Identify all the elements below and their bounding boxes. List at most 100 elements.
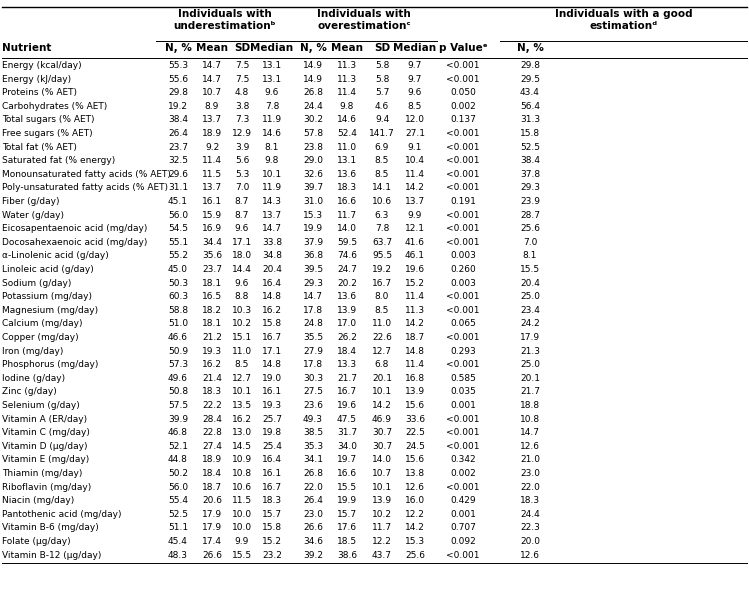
Text: N, %: N, % (165, 43, 192, 53)
Text: 30.7: 30.7 (372, 428, 392, 437)
Text: 34.4: 34.4 (202, 238, 222, 247)
Text: 12.9: 12.9 (232, 129, 252, 138)
Text: 26.6: 26.6 (202, 551, 222, 559)
Text: 32.5: 32.5 (168, 156, 188, 165)
Text: 19.2: 19.2 (372, 265, 392, 274)
Text: 10.1: 10.1 (372, 387, 392, 396)
Text: 13.5: 13.5 (232, 401, 252, 410)
Text: 44.8: 44.8 (168, 455, 188, 464)
Text: 23.4: 23.4 (520, 306, 540, 315)
Text: Saturated fat (% energy): Saturated fat (% energy) (2, 156, 115, 165)
Text: 57.8: 57.8 (303, 129, 323, 138)
Text: 13.9: 13.9 (405, 387, 425, 396)
Text: 12.6: 12.6 (405, 483, 425, 492)
Text: 28.7: 28.7 (520, 211, 540, 220)
Text: 11.4: 11.4 (405, 360, 425, 369)
Text: 14.2: 14.2 (405, 184, 425, 193)
Text: Individuals with
underestimationᵇ: Individuals with underestimationᵇ (174, 9, 276, 31)
Text: 18.8: 18.8 (520, 401, 540, 410)
Text: 22.3: 22.3 (520, 524, 540, 532)
Text: 14.7: 14.7 (202, 75, 222, 83)
Text: Monounsaturated fatty acids (% AET): Monounsaturated fatty acids (% AET) (2, 170, 171, 179)
Text: 41.6: 41.6 (405, 238, 425, 247)
Text: 0.035: 0.035 (450, 387, 476, 396)
Text: 15.6: 15.6 (405, 455, 425, 464)
Text: 13.3: 13.3 (337, 360, 357, 369)
Text: 51.0: 51.0 (168, 320, 188, 329)
Text: 8.1: 8.1 (523, 251, 537, 260)
Text: 15.6: 15.6 (405, 401, 425, 410)
Text: 39.7: 39.7 (303, 184, 323, 193)
Text: 46.8: 46.8 (168, 428, 188, 437)
Text: 55.4: 55.4 (168, 496, 188, 505)
Text: 45.1: 45.1 (168, 197, 188, 206)
Text: 52.5: 52.5 (520, 143, 540, 152)
Text: 31.3: 31.3 (520, 115, 540, 124)
Text: 11.3: 11.3 (337, 75, 357, 83)
Text: Nutrient: Nutrient (2, 43, 52, 53)
Text: Free sugars (% AET): Free sugars (% AET) (2, 129, 93, 138)
Text: 24.4: 24.4 (303, 102, 323, 111)
Text: 0.260: 0.260 (450, 265, 476, 274)
Text: 58.8: 58.8 (168, 306, 188, 315)
Text: 15.3: 15.3 (405, 537, 425, 546)
Text: 7.0: 7.0 (523, 238, 537, 247)
Text: 3.9: 3.9 (235, 143, 249, 152)
Text: 6.8: 6.8 (374, 360, 389, 369)
Text: 55.6: 55.6 (168, 75, 188, 83)
Text: 18.1: 18.1 (202, 278, 222, 288)
Text: <0.001: <0.001 (446, 483, 480, 492)
Text: Vitamin B-12 (μg/day): Vitamin B-12 (μg/day) (2, 551, 101, 559)
Text: 60.3: 60.3 (168, 292, 188, 301)
Text: 43.7: 43.7 (372, 551, 392, 559)
Text: 14.2: 14.2 (405, 524, 425, 532)
Text: 6.9: 6.9 (374, 143, 389, 152)
Text: 29.3: 29.3 (520, 184, 540, 193)
Text: 15.9: 15.9 (202, 211, 222, 220)
Text: 17.4: 17.4 (202, 537, 222, 546)
Text: 20.6: 20.6 (202, 496, 222, 505)
Text: 24.7: 24.7 (337, 265, 357, 274)
Text: 18.5: 18.5 (337, 537, 357, 546)
Text: 20.4: 20.4 (262, 265, 282, 274)
Text: Poly-unsaturated fatty acids (% AET): Poly-unsaturated fatty acids (% AET) (2, 184, 168, 193)
Text: 15.5: 15.5 (337, 483, 357, 492)
Text: 10.2: 10.2 (372, 510, 392, 519)
Text: 29.8: 29.8 (168, 88, 188, 97)
Text: 10.8: 10.8 (520, 414, 540, 423)
Text: 16.1: 16.1 (262, 469, 282, 478)
Text: 22.0: 22.0 (520, 483, 540, 492)
Text: 15.8: 15.8 (262, 524, 282, 532)
Text: 15.7: 15.7 (337, 510, 357, 519)
Text: 31.1: 31.1 (168, 184, 188, 193)
Text: 14.6: 14.6 (337, 115, 357, 124)
Text: 14.3: 14.3 (262, 197, 282, 206)
Text: <0.001: <0.001 (446, 442, 480, 451)
Text: 10.6: 10.6 (232, 483, 252, 492)
Text: 27.4: 27.4 (202, 442, 222, 451)
Text: 18.1: 18.1 (202, 320, 222, 329)
Text: 14.1: 14.1 (372, 184, 392, 193)
Text: 23.7: 23.7 (168, 143, 188, 152)
Text: Total sugars (% AET): Total sugars (% AET) (2, 115, 94, 124)
Text: 141.7: 141.7 (369, 129, 395, 138)
Text: 11.9: 11.9 (262, 184, 282, 193)
Text: 52.5: 52.5 (168, 510, 188, 519)
Text: 13.9: 13.9 (337, 306, 357, 315)
Text: 20.1: 20.1 (520, 374, 540, 383)
Text: Individuals with a good
estimationᵈ: Individuals with a good estimationᵈ (555, 9, 692, 31)
Text: 15.5: 15.5 (520, 265, 540, 274)
Text: 13.0: 13.0 (232, 428, 252, 437)
Text: 3.8: 3.8 (235, 102, 249, 111)
Text: 23.2: 23.2 (262, 551, 282, 559)
Text: 59.5: 59.5 (337, 238, 357, 247)
Text: 13.8: 13.8 (405, 469, 425, 478)
Text: 9.8: 9.8 (265, 156, 279, 165)
Text: Folate (μg/day): Folate (μg/day) (2, 537, 70, 546)
Text: 11.7: 11.7 (337, 211, 357, 220)
Text: 16.8: 16.8 (405, 374, 425, 383)
Text: 35.5: 35.5 (303, 333, 323, 342)
Text: Copper (mg/day): Copper (mg/day) (2, 333, 79, 342)
Text: 16.6: 16.6 (337, 469, 357, 478)
Text: 15.5: 15.5 (232, 551, 252, 559)
